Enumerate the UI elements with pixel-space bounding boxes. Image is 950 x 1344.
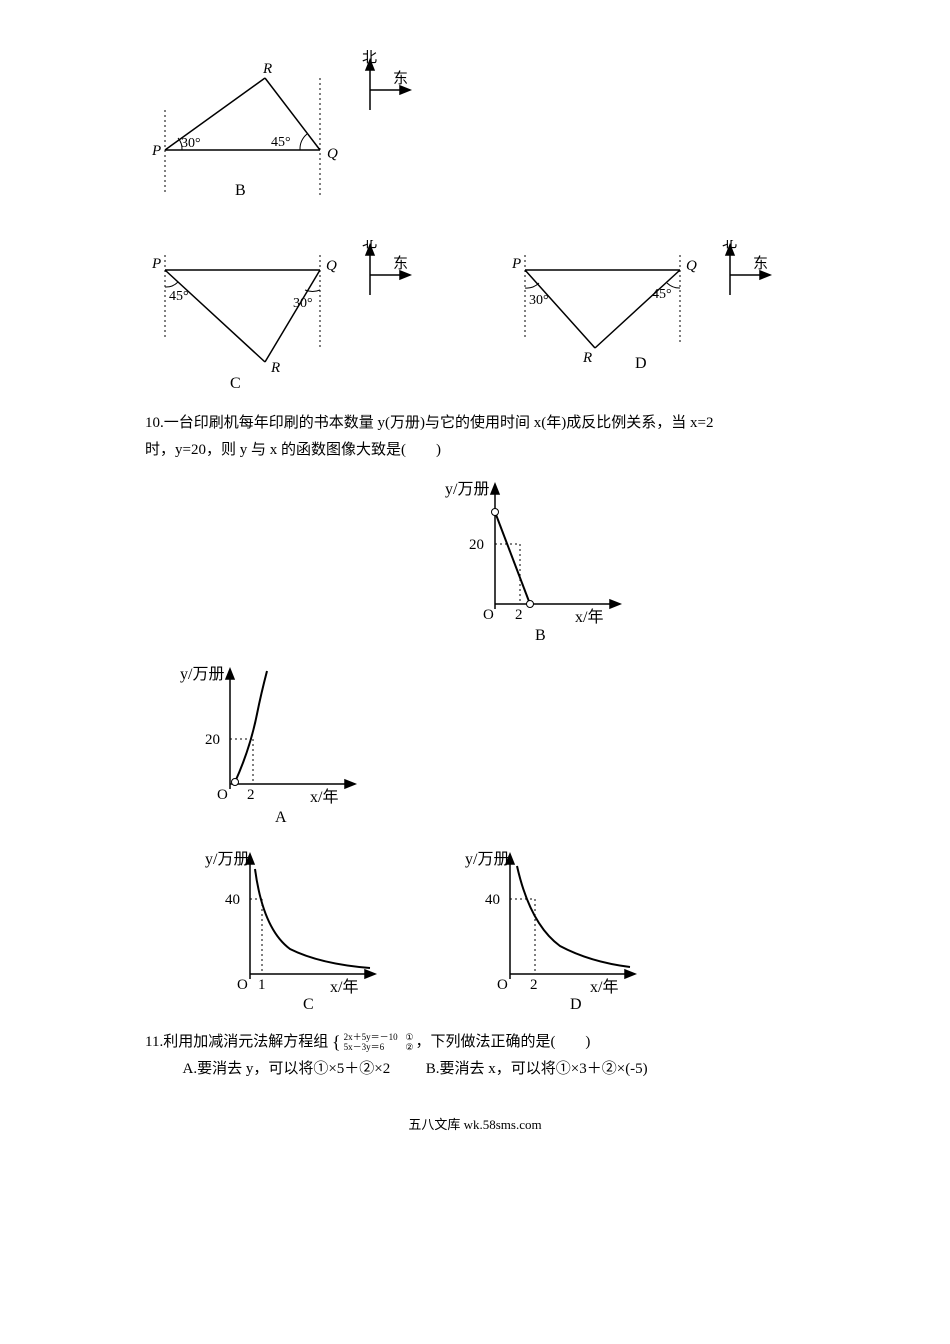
svg-text:x/年: x/年	[330, 978, 358, 996]
chart-d: 40 2 O y/万册 x/年 D	[455, 844, 655, 1014]
fig-label: C	[230, 375, 241, 392]
svg-text:y/万册: y/万册	[180, 666, 224, 683]
svg-text:2: 2	[530, 977, 538, 993]
svg-text:A: A	[275, 809, 287, 826]
angle-p: 30°	[529, 293, 549, 308]
svg-text:东: 东	[393, 255, 408, 272]
svg-text:y/万册: y/万册	[465, 851, 509, 868]
label-r: R	[262, 61, 272, 77]
q11-prefix: 11.利用加减消元法解方程组	[145, 1034, 332, 1050]
label-p: P	[151, 143, 161, 159]
label-r: R	[270, 360, 280, 376]
chart-c: 40 1 O y/万册 x/年 C	[195, 844, 395, 1014]
svg-text:2: 2	[515, 607, 523, 623]
angle-q: 45°	[271, 135, 291, 150]
chart-b: 20 2 O y/万册 x/年 B	[435, 474, 635, 644]
north-label: 北	[362, 50, 377, 66]
q11-opt-b: B.要消去 x，可以将①×3＋②×(-5)	[426, 1061, 648, 1077]
q11-suffix: ，下列做法正确的是( )	[415, 1034, 590, 1050]
q10-text: 10.一台印刷机每年印刷的书本数量 y(万册)与它的使用时间 x(年)成反比例关…	[145, 410, 805, 464]
svg-text:北: 北	[362, 240, 377, 251]
svg-text:O: O	[483, 607, 494, 623]
svg-text:东: 东	[753, 255, 768, 272]
svg-text:C: C	[303, 996, 314, 1013]
chart-a: 20 2 O y/万册 x/年 A	[175, 659, 375, 829]
svg-text:40: 40	[485, 892, 500, 908]
svg-text:B: B	[535, 627, 546, 644]
svg-text:1: 1	[258, 977, 266, 993]
svg-text:x/年: x/年	[575, 608, 603, 626]
svg-text:20: 20	[469, 537, 484, 553]
svg-text:20: 20	[205, 732, 220, 748]
angle-p: 30°	[181, 136, 201, 151]
svg-text:y/万册: y/万册	[445, 481, 489, 498]
fig-label: D	[635, 355, 647, 372]
q11-options: A.要消去 y，可以将①×5＋②×2 B.要消去 x，可以将①×3＋②×(-5)	[183, 1056, 806, 1083]
svg-text:O: O	[217, 787, 228, 803]
q11-text: 11.利用加减消元法解方程组 {2x＋5y＝－105x－3y＝6 ①②，下列做法…	[145, 1029, 805, 1056]
label-q: Q	[686, 258, 697, 274]
triangle-d: P Q R 30° 45° D 北 东	[505, 240, 775, 395]
q10-line1: 10.一台印刷机每年印刷的书本数量 y(万册)与它的使用时间 x(年)成反比例关…	[145, 410, 805, 437]
page-footer: 五八文库 wk.58sms.com	[145, 1113, 805, 1136]
angle-q: 45°	[652, 287, 672, 302]
triangle-c: P Q R 45° 30° C 北 东	[145, 240, 415, 395]
triangle-b: P Q R 30° 45° B 北 东	[145, 50, 415, 225]
angle-q: 30°	[293, 296, 313, 311]
q11-opt-a: A.要消去 y，可以将①×5＋②×2	[183, 1061, 391, 1077]
svg-text:D: D	[570, 996, 582, 1013]
angle-p: 45°	[169, 289, 189, 304]
svg-text:北: 北	[722, 240, 737, 251]
svg-text:40: 40	[225, 892, 240, 908]
label-p: P	[151, 256, 161, 272]
q10-line2: 时，y=20，则 y 与 x 的函数图像大致是( )	[145, 437, 805, 464]
label-r: R	[582, 350, 592, 366]
svg-text:x/年: x/年	[310, 788, 338, 806]
label-p: P	[511, 256, 521, 272]
svg-text:O: O	[497, 977, 508, 993]
svg-text:O: O	[237, 977, 248, 993]
label-q: Q	[327, 146, 338, 162]
svg-text:y/万册: y/万册	[205, 851, 249, 868]
svg-text:2: 2	[247, 787, 255, 803]
label-q: Q	[326, 258, 337, 274]
fig-label: B	[235, 182, 246, 199]
svg-text:x/年: x/年	[590, 978, 618, 996]
east-label: 东	[393, 70, 408, 87]
